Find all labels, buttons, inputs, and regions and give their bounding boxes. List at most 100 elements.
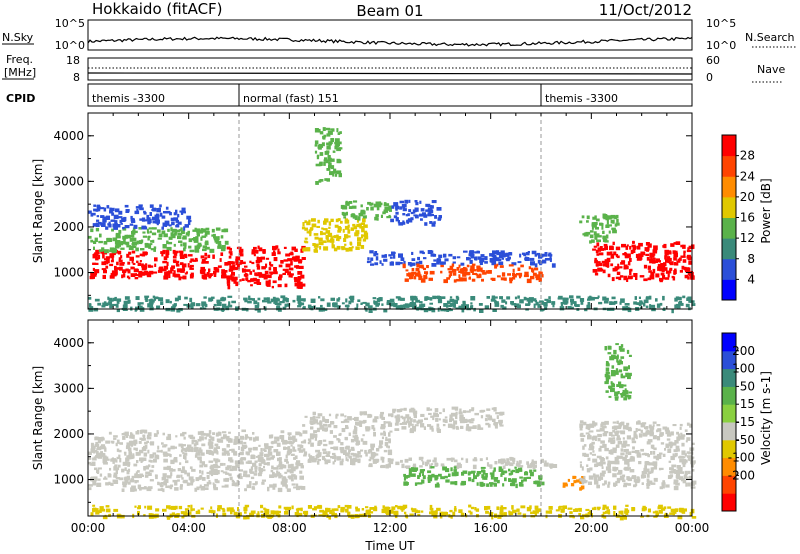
heatmap-cell xyxy=(340,509,345,513)
heatmap-cell xyxy=(261,459,266,464)
heatmap-cell xyxy=(380,214,383,218)
heatmap-cell xyxy=(469,250,474,254)
heatmap-cell xyxy=(406,273,410,277)
heatmap-cell xyxy=(272,483,277,488)
heatmap-cell xyxy=(207,254,211,259)
heatmap-cell xyxy=(673,270,677,275)
heatmap-cell xyxy=(373,427,376,432)
heatmap-cell xyxy=(385,421,391,424)
heatmap-cell xyxy=(691,516,697,519)
heatmap-cell xyxy=(313,233,319,236)
heatmap-cell xyxy=(163,444,168,447)
heatmap-cell xyxy=(266,457,271,461)
heatmap-cell xyxy=(628,354,632,357)
heatmap-cell xyxy=(96,482,102,487)
heatmap-cell xyxy=(458,274,461,279)
heatmap-cell xyxy=(194,248,200,253)
heatmap-cell xyxy=(689,511,692,516)
heatmap-cell xyxy=(345,425,349,428)
heatmap-cell xyxy=(368,309,373,313)
heatmap-cell xyxy=(103,241,108,245)
heatmap-cell xyxy=(108,301,113,306)
heatmap-cell xyxy=(476,482,479,486)
heatmap-cell xyxy=(194,227,197,231)
heatmap-cell xyxy=(685,459,688,463)
heatmap-cell xyxy=(108,298,113,302)
heatmap-cell xyxy=(296,509,299,513)
heatmap-cell xyxy=(268,449,271,453)
heatmap-cell xyxy=(592,296,595,301)
heatmap-cell xyxy=(291,442,294,445)
heatmap-cell xyxy=(506,296,511,300)
heatmap-cell xyxy=(641,254,644,257)
heatmap-cell xyxy=(416,510,421,514)
heatmap-cell xyxy=(657,456,660,460)
heatmap-cell xyxy=(152,452,157,455)
heatmap-cell xyxy=(318,128,321,133)
heatmap-cell xyxy=(131,230,136,235)
heatmap-cell xyxy=(615,214,619,218)
heatmap-cell xyxy=(133,442,137,446)
heatmap-cell xyxy=(682,259,687,263)
heatmap-cell xyxy=(240,260,244,264)
heatmap-cell xyxy=(533,298,537,302)
heatmap-cell xyxy=(173,506,177,510)
heatmap-cell xyxy=(460,305,466,310)
heatmap-cell xyxy=(295,431,300,436)
heatmap-cell xyxy=(150,302,154,305)
heatmap-cell xyxy=(336,236,342,240)
heatmap-cell xyxy=(310,298,316,303)
heatmap-cell xyxy=(675,262,679,266)
heatmap-cell xyxy=(357,451,361,455)
heatmap-cell xyxy=(213,303,217,307)
heatmap-cell xyxy=(276,510,281,514)
heatmap-cell xyxy=(326,239,331,243)
heatmap-cell xyxy=(136,431,140,435)
heatmap-cell xyxy=(294,512,299,516)
heatmap-cell xyxy=(410,507,413,511)
heatmap-cell xyxy=(610,387,615,393)
heatmap-cell xyxy=(592,248,597,251)
heatmap-cell xyxy=(286,452,289,456)
heatmap-cell xyxy=(93,476,98,481)
heatmap-cell xyxy=(273,473,278,477)
heatmap-cell xyxy=(131,455,134,460)
heatmap-cell xyxy=(636,452,641,457)
heatmap-cell xyxy=(395,261,401,266)
heatmap-cell xyxy=(328,516,331,520)
heatmap-cell xyxy=(129,234,133,238)
heatmap-cell xyxy=(132,233,135,238)
heatmap-cell xyxy=(90,306,94,309)
heatmap-cell xyxy=(135,255,140,258)
heatmap-cell xyxy=(579,461,582,464)
heatmap-cell xyxy=(287,488,291,492)
heatmap-cell xyxy=(681,265,685,270)
heatmap-cell xyxy=(594,478,598,483)
heatmap-cell xyxy=(476,471,482,475)
heatmap-cell xyxy=(370,446,374,451)
heatmap-cell xyxy=(594,226,599,230)
heatmap-cell xyxy=(113,508,119,512)
heatmap-cell xyxy=(623,264,628,269)
heatmap-cell xyxy=(109,263,114,267)
heatmap-cell xyxy=(625,511,629,515)
heatmap-cell xyxy=(625,448,629,452)
heatmap-cell xyxy=(173,217,179,221)
heatmap-cell xyxy=(263,448,266,452)
heatmap-cell xyxy=(449,265,454,269)
heatmap-cell xyxy=(328,413,332,417)
heatmap-cell xyxy=(517,512,522,515)
heatmap-cell xyxy=(111,299,114,302)
heatmap-cell xyxy=(184,246,187,249)
heatmap-cell xyxy=(101,268,107,271)
heatmap-cell xyxy=(239,253,244,257)
heatmap-cell xyxy=(625,245,629,250)
heatmap-cell xyxy=(490,475,494,480)
heatmap-cell xyxy=(617,391,620,395)
heatmap-cell xyxy=(470,268,474,273)
heatmap-cell xyxy=(404,199,409,204)
heatmap-cell xyxy=(394,512,399,515)
heatmap-cell xyxy=(130,215,133,220)
heatmap-cell xyxy=(169,454,172,458)
